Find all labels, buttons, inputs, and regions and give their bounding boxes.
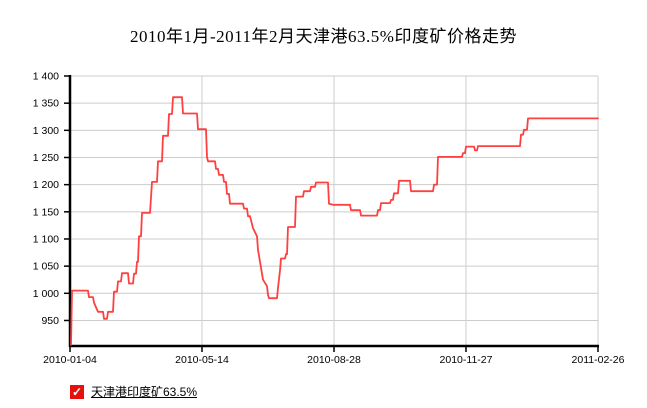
y-tick-label: 1 100: [33, 233, 59, 245]
y-tick-label: 1 200: [33, 179, 59, 191]
x-tick-label: 2010-08-28: [307, 354, 361, 366]
y-tick-label: 1 400: [33, 71, 59, 83]
y-tick-label: 1 250: [33, 152, 59, 164]
price-line: [70, 96, 599, 346]
x-tick-label: 2010-05-14: [175, 354, 229, 366]
legend-series-label[interactable]: 天津港印度矿63.5%: [91, 385, 198, 399]
x-tick-label: 2011-02-26: [572, 354, 625, 366]
y-tick-label: 1 000: [33, 288, 59, 300]
y-tick-label: 1 150: [33, 206, 59, 218]
x-tick-label: 2010-01-04: [43, 354, 97, 366]
x-tick-label: 2010-11-27: [440, 354, 493, 366]
y-tick-label: 950: [41, 315, 59, 327]
y-tick-label: 1 350: [33, 98, 59, 110]
y-tick-label: 1 050: [33, 261, 59, 273]
chart-title: 2010年1月-2011年2月天津港63.5%印度矿价格走势: [130, 27, 517, 46]
legend: ✓ 天津港印度矿63.5%: [70, 383, 197, 400]
legend-checkbox[interactable]: ✓: [70, 384, 84, 399]
y-tick-label: 1 300: [33, 125, 59, 137]
